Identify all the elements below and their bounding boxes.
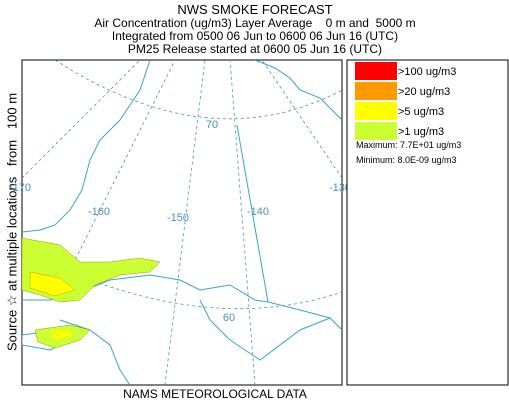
meridians <box>22 60 342 385</box>
subtitle: PM25 Release started at 0600 05 Jun 16 (… <box>128 42 382 56</box>
legend-label: >1 ug/m3 <box>398 126 444 138</box>
legend-swatch <box>355 122 397 140</box>
grid-label: 70 <box>206 119 218 131</box>
legend-swatch <box>355 102 397 120</box>
grid-label: -160 <box>88 206 110 218</box>
map: 70 -170 -160 -150 -140 -130 60 <box>9 59 351 386</box>
subtitle: Integrated from 0500 06 Jun to 0600 06 J… <box>112 29 398 43</box>
smoke-plume <box>50 330 72 340</box>
subtitle: Air Concentration (ug/m3) Layer Average … <box>94 16 415 30</box>
legend-swatch <box>355 82 397 100</box>
legend-swatch <box>355 62 397 80</box>
legend-label: >5 ug/m3 <box>398 106 444 118</box>
parallel <box>54 60 342 120</box>
legend-frame <box>346 59 509 386</box>
border <box>236 124 342 331</box>
legend-max: Maximum: 7.7E+01 ug/m3 <box>356 140 461 150</box>
grid-label: -150 <box>167 212 189 224</box>
smoke-plume <box>29 271 76 297</box>
grid-label: -130 <box>329 182 351 194</box>
grid-label: 60 <box>223 312 235 324</box>
footer: NAMS METEOROLOGICAL DATA <box>123 387 307 401</box>
coastline <box>22 60 342 385</box>
legend-label: >100 ug/m3 <box>398 66 456 78</box>
title: NWS SMOKE FORECAST <box>177 2 332 17</box>
legend-min: Minimum: 8.0E-09 ug/m3 <box>356 155 457 165</box>
grid-label: -170 <box>9 182 31 194</box>
grid-label: -140 <box>247 206 269 218</box>
side-label: Source ☆ at multiple locations from 100 … <box>4 93 19 351</box>
legend-label: >20 ug/m3 <box>398 86 450 98</box>
